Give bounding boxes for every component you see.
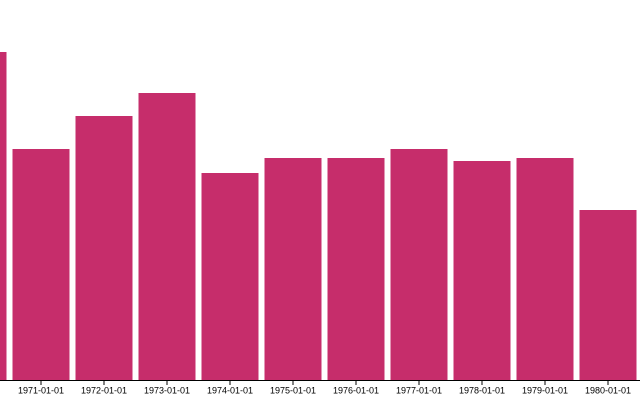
bar — [75, 116, 133, 380]
x-tick-label: 1980-01-01 — [585, 385, 631, 395]
x-tick-label: 1972-01-01 — [81, 385, 127, 395]
bar — [390, 149, 448, 380]
x-tick-label: 1973-01-01 — [144, 385, 190, 395]
bar — [264, 158, 322, 380]
bar — [327, 158, 385, 380]
x-tick-label: 1975-01-01 — [270, 385, 316, 395]
bar — [453, 161, 511, 380]
bar — [201, 173, 259, 380]
x-tick-label: 1971-01-01 — [18, 385, 64, 395]
bar — [12, 149, 70, 380]
x-tick-label: 1978-01-01 — [459, 385, 505, 395]
bar — [579, 210, 637, 380]
x-tick-label: 1977-01-01 — [396, 385, 442, 395]
x-tick-label: 1979-01-01 — [522, 385, 568, 395]
bar — [0, 52, 7, 380]
bar — [516, 158, 574, 380]
bar — [138, 93, 196, 380]
x-tick-label: 1974-01-01 — [207, 385, 253, 395]
x-tick-label: 1976-01-01 — [333, 385, 379, 395]
